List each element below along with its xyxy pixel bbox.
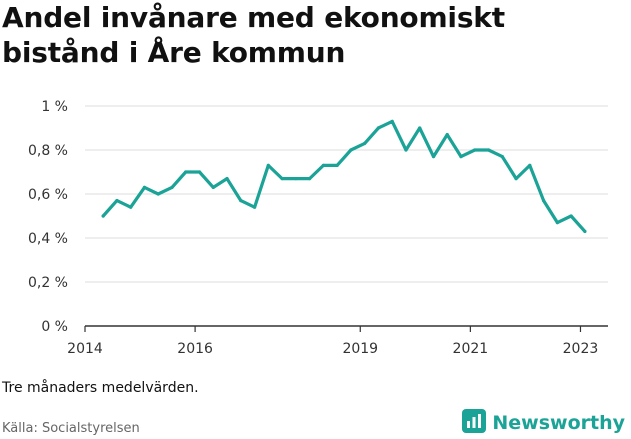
data-point (280, 177, 284, 181)
data-point (308, 177, 312, 181)
x-tick-label: 2016 (177, 341, 213, 357)
data-point (445, 133, 449, 137)
y-tick-label: 0,2 % (28, 275, 68, 291)
data-point (170, 185, 174, 189)
brand-name: Newsworthy (492, 412, 625, 434)
data-point (115, 199, 119, 203)
data-point (211, 185, 215, 189)
y-tick-label: 0,6 % (28, 187, 68, 203)
y-tick-label: 0,4 % (28, 231, 68, 247)
data-point (431, 155, 436, 159)
data-point (321, 163, 325, 167)
data-point (555, 221, 559, 225)
x-tick-label: 2021 (453, 341, 489, 357)
data-point (225, 177, 229, 181)
bar-chart-icon (462, 409, 487, 437)
data-point (156, 192, 160, 196)
data-point (459, 155, 463, 159)
line-chart: 0 % 0,2 % 0,4 % 0,6 % 0,8 % 1 % 2014 2016 2019 20… (28, 99, 608, 357)
data-point (142, 185, 147, 189)
y-tick-label: 1 % (41, 99, 68, 115)
data-point (239, 199, 243, 203)
y-tick-label: 0,8 % (28, 143, 68, 159)
data-point (514, 177, 518, 181)
chart-source: Källa: Socialstyrelsen (2, 421, 140, 436)
data-point (252, 205, 257, 209)
data-point (541, 199, 546, 203)
data-point (569, 214, 573, 218)
x-tick-label: 2014 (67, 341, 103, 357)
data-point (349, 148, 353, 152)
data-point (101, 214, 105, 218)
data-point (129, 205, 133, 209)
data-point (376, 126, 381, 130)
x-tick-label: 2023 (563, 341, 599, 357)
data-point (486, 148, 491, 152)
chart-note: Tre månaders medelvärden. (2, 380, 199, 396)
newsworthy-logo: Newsworthy (462, 409, 625, 437)
data-point (473, 148, 477, 152)
data-point (404, 148, 408, 152)
data-point (390, 119, 394, 123)
data-point (294, 177, 298, 181)
data-point (528, 163, 532, 167)
data-point (363, 141, 367, 145)
data-point (418, 126, 422, 130)
x-tick-label: 2019 (342, 341, 378, 357)
chart-title: Andel invånare med ekonomiskt bistånd i … (2, 1, 505, 69)
y-tick-label: 0 % (41, 319, 68, 335)
data-point (583, 229, 587, 233)
data-point (500, 155, 504, 159)
data-point (266, 163, 270, 167)
data-point (335, 163, 339, 167)
series-line (101, 119, 587, 233)
data-point (197, 170, 202, 174)
data-point (184, 170, 188, 174)
